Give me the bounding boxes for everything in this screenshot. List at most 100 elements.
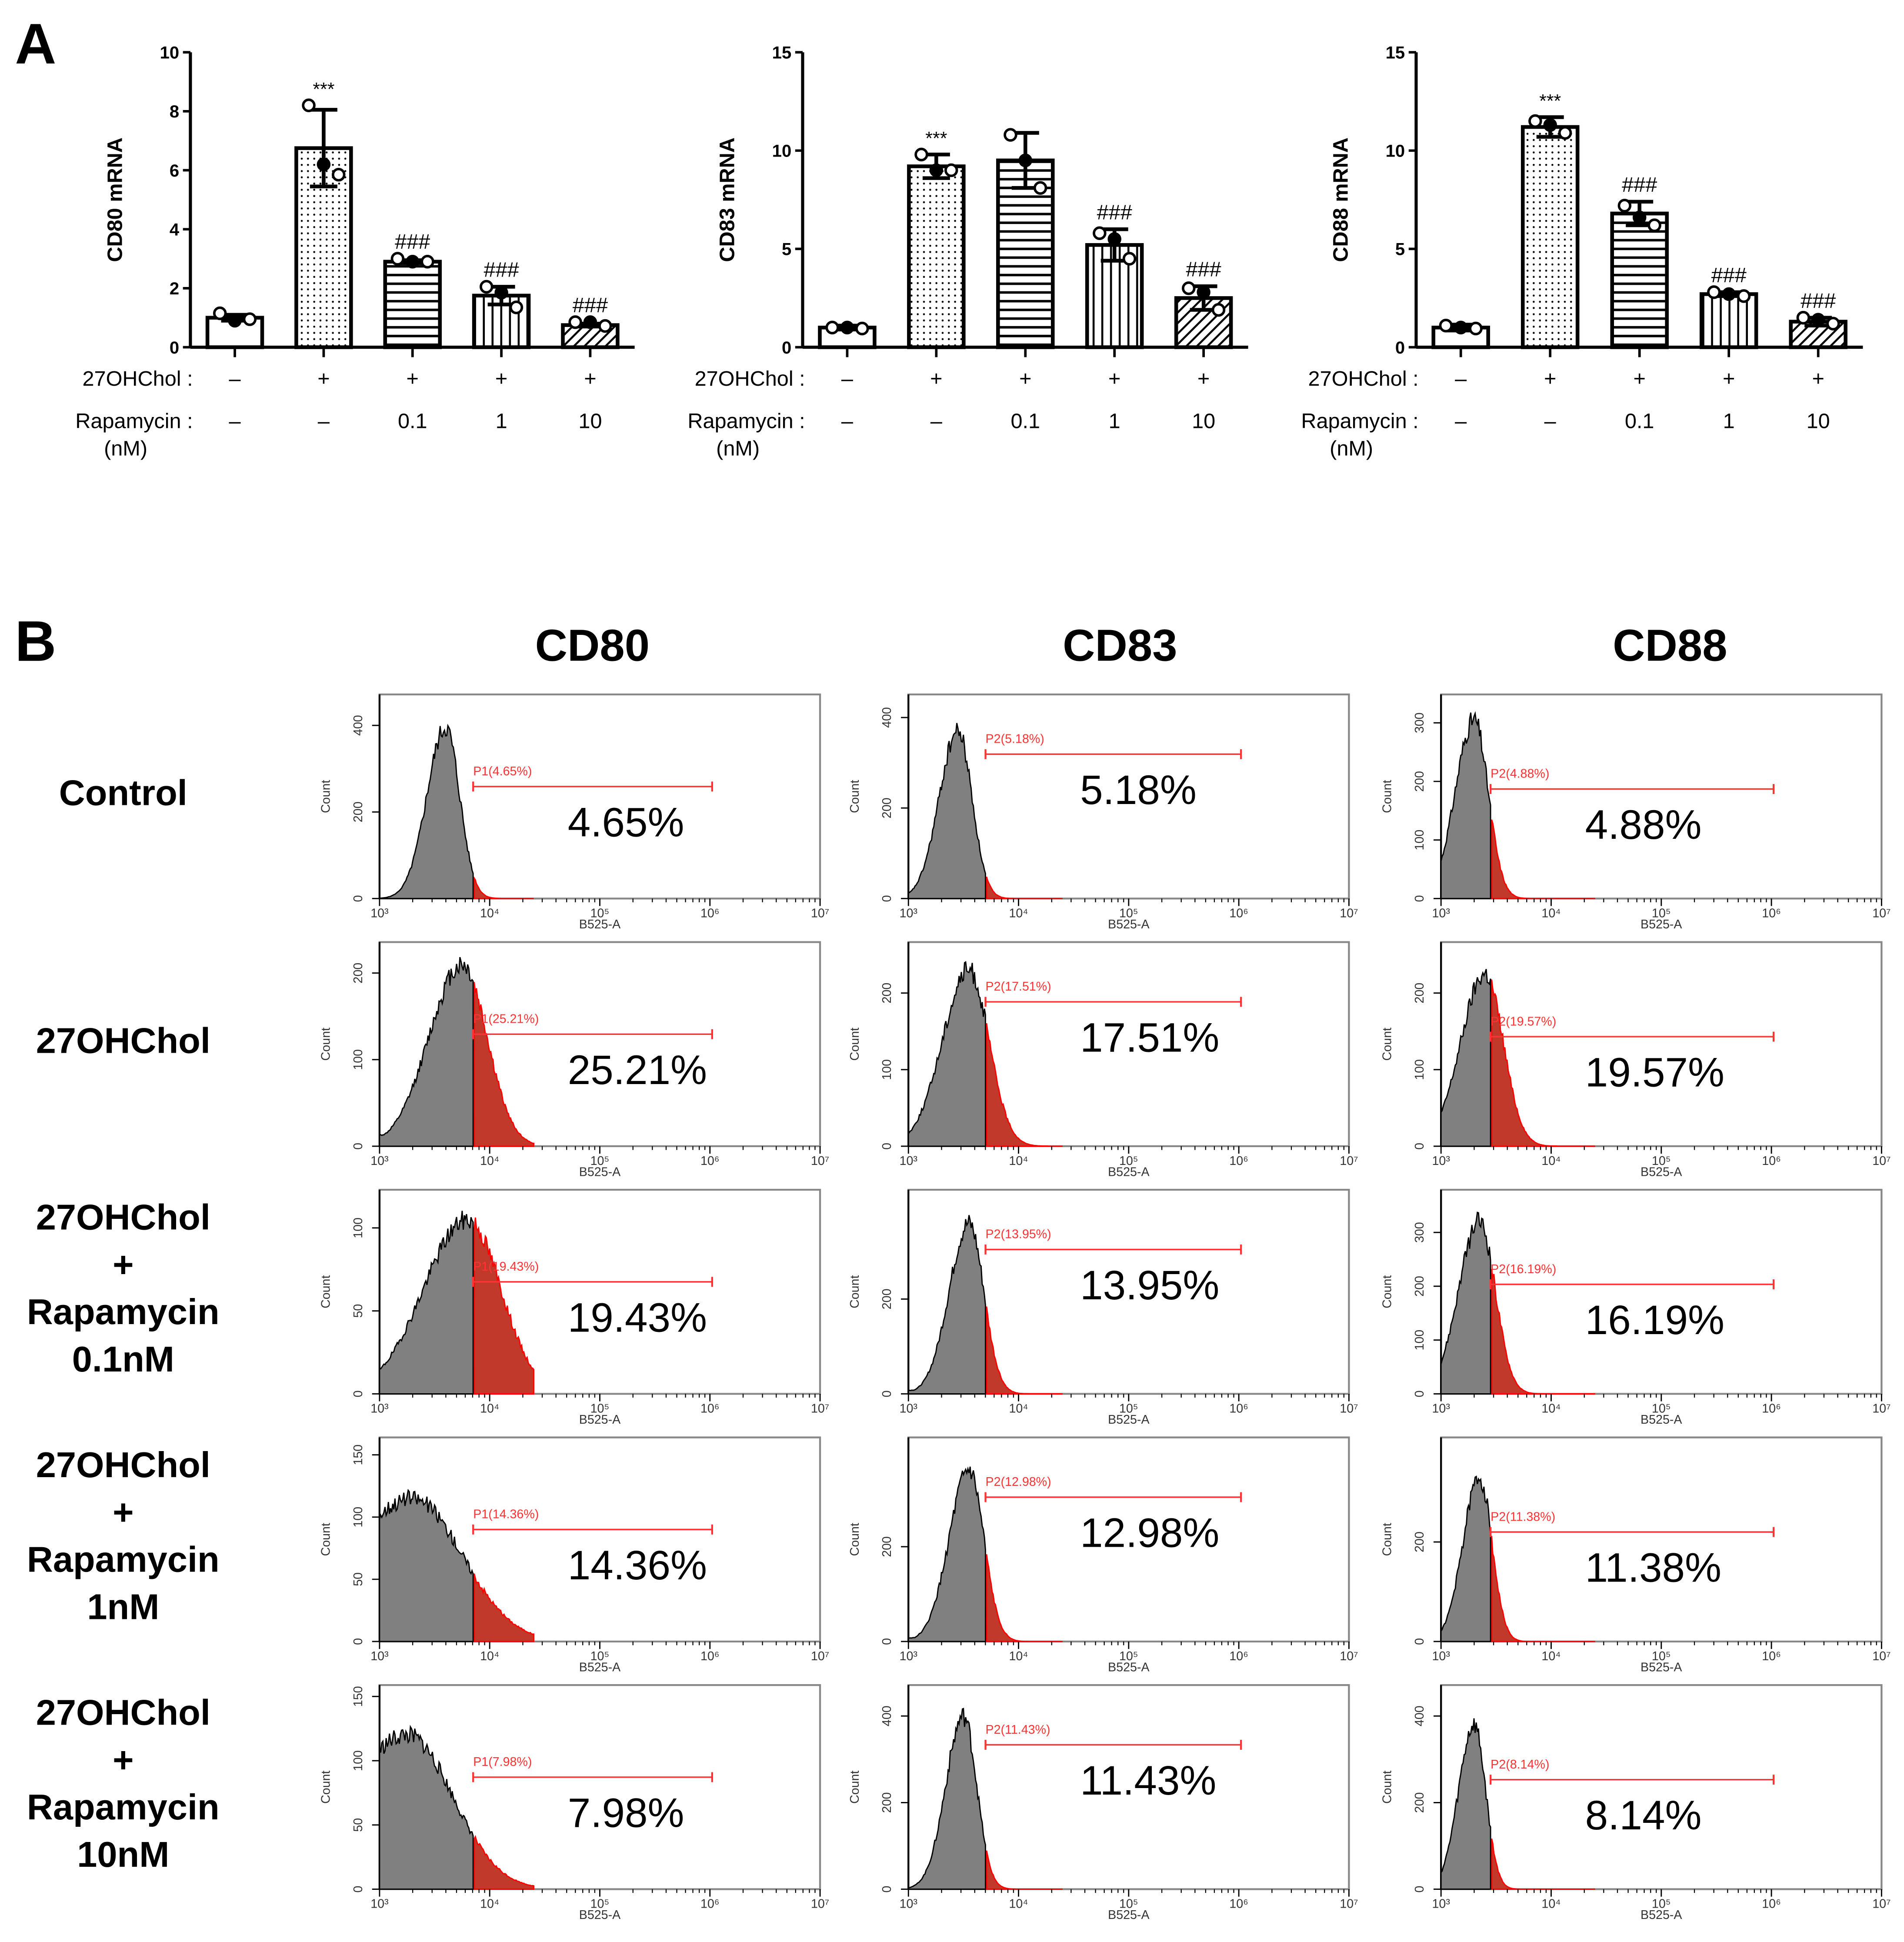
rapamycin-label: 1 [1109, 410, 1120, 433]
y-tick-label: 400 [880, 1705, 894, 1726]
positive-percentage: 19.43% [568, 1295, 707, 1341]
histogram-cd80-row2: 10³ 10⁴ 10⁵ 10⁶ 10⁷ B525-A 0 100 200 Count P1(25.2… [319, 941, 829, 1179]
row-label-treatment: 27OHChol : [1308, 367, 1419, 390]
bar [907, 164, 966, 349]
rapamycin-label: – [930, 410, 943, 433]
y-tick-label: 200 [880, 1289, 894, 1310]
row-label-line: + [113, 1741, 134, 1781]
x-tick-label: 10⁶ [700, 1154, 720, 1168]
rapamycin-label: – [1455, 410, 1467, 433]
rapamycin-label: 0.1 [1010, 410, 1040, 433]
y-tick-label: 15 [1386, 43, 1405, 63]
x-tick-label: 10³ [900, 1401, 917, 1415]
data-point [855, 321, 869, 336]
x-tick-label: 10⁷ [811, 1154, 829, 1168]
x-tick-label: 10⁴ [480, 1401, 499, 1415]
y-tick-label: 200 [1413, 983, 1427, 1004]
x-tick-label: 10⁶ [700, 906, 720, 920]
x-tick-label: 10⁷ [811, 1649, 829, 1663]
row-label-unit: (nM) [104, 437, 147, 460]
y-tick-label: 5 [782, 240, 791, 259]
y-tick-label: 200 [1413, 771, 1427, 792]
histogram-cd83-row2: 10³ 10⁴ 10⁵ 10⁶ 10⁷ B525-A 0 100 200 Count P2(17.5… [848, 941, 1358, 1179]
rapamycin-label: – [318, 410, 330, 433]
data-point [480, 280, 494, 294]
histogram-positive-area [986, 1554, 1063, 1642]
y-tick-label: 200 [1413, 1276, 1427, 1297]
histogram-positive-area [986, 1023, 1063, 1147]
positive-percentage: 7.98% [568, 1790, 684, 1836]
histogram-negative-area [379, 724, 474, 899]
x-tick-label: 10³ [1432, 1401, 1450, 1415]
x-tick-label: 10⁶ [1762, 1897, 1781, 1911]
y-tick-label: 5 [1395, 240, 1405, 259]
x-tick-label: 10⁵ [1119, 906, 1138, 920]
histogram-positive-area [986, 876, 1063, 899]
x-axis-label: B525-A [579, 1908, 621, 1922]
treatment-label: + [1108, 367, 1120, 390]
y-axis-label: Count [319, 1771, 333, 1804]
data-point [332, 167, 346, 182]
y-tick-label: 100 [1413, 1330, 1427, 1351]
data-point [929, 163, 944, 177]
y-tick-label: 0 [782, 338, 791, 357]
y-axis-label: Count [1380, 1523, 1394, 1556]
y-tick-label: 200 [1413, 1532, 1427, 1552]
x-axis-label: B525-A [1641, 1165, 1682, 1179]
data-point [583, 315, 597, 329]
data-point [568, 315, 582, 329]
row-label-rapamycin: Rapamycin : [75, 410, 193, 433]
rapamycin-label: 10 [578, 410, 602, 433]
data-point [1439, 319, 1453, 333]
significance-label: ### [573, 294, 608, 317]
bar [1610, 211, 1669, 349]
x-tick-label: 10⁵ [1652, 1401, 1671, 1415]
y-tick-label: 0 [1413, 1390, 1427, 1397]
y-tick-label: 200 [880, 983, 894, 1004]
x-tick-label: 10⁶ [700, 1897, 720, 1911]
data-point [390, 252, 405, 266]
x-tick-label: 10⁶ [1229, 1154, 1248, 1168]
significance-label: ### [1186, 257, 1221, 281]
row-label-line: Rapamycin [27, 1541, 220, 1581]
y-axis-label: Count [848, 1771, 862, 1804]
x-tick-label: 10⁶ [700, 1649, 720, 1663]
x-tick-label: 10⁴ [1541, 906, 1561, 920]
x-tick-label: 10³ [370, 1154, 388, 1168]
histogram-cd83-row4: 10³ 10⁴ 10⁵ 10⁶ 10⁷ B525-A 0 200 Count P2(12.98%)… [848, 1436, 1358, 1675]
y-axis-label: Count [1380, 1275, 1394, 1308]
histogram-cd83-row3: 10³ 10⁴ 10⁵ 10⁶ 10⁷ B525-A 0 200 Count P2(13.95%)… [848, 1188, 1358, 1427]
row-label-line: 27OHChol [36, 1198, 210, 1238]
y-tick-label: 200 [880, 1792, 894, 1813]
y-tick-label: 0 [170, 338, 179, 357]
bar [1699, 292, 1758, 349]
row-label-unit: (nM) [716, 437, 760, 460]
y-tick-label: 300 [1413, 712, 1427, 733]
histogram-positive-area [1491, 1535, 1595, 1642]
y-axis-label: Count [848, 1523, 862, 1556]
y-tick-label: 0 [880, 1143, 894, 1150]
x-tick-label: 10⁴ [1009, 1649, 1028, 1663]
gate-label: P1(25.21%) [473, 1012, 539, 1026]
histogram-cd83-row5: 10³ 10⁴ 10⁵ 10⁶ 10⁷ B525-A 0 200 400 Count P2(11.4… [848, 1684, 1358, 1922]
rapamycin-label: – [1544, 410, 1557, 433]
x-tick-label: 10⁷ [1340, 1154, 1358, 1168]
data-point [1617, 199, 1632, 213]
data-point [1528, 114, 1542, 128]
gate-label: P1(14.36%) [473, 1508, 539, 1522]
positive-percentage: 14.36% [568, 1543, 707, 1588]
x-axis-label: B525-A [579, 1413, 621, 1427]
row-label: 27OHChol [0, 1018, 248, 1065]
histogram-cd80-row1: 10³ 10⁴ 10⁵ 10⁶ 10⁷ B525-A 0 200 400 Count P1(4.65… [319, 693, 829, 931]
plot-frame [1440, 1684, 1883, 1890]
panel-a-label: A [15, 11, 57, 76]
y-axis-label: CD88 mRNA [1329, 137, 1353, 262]
data-point [1004, 128, 1017, 142]
x-axis-label: B525-A [1108, 1908, 1150, 1922]
x-tick-label: 10⁴ [1541, 1649, 1561, 1663]
treatment-label: + [1812, 367, 1824, 390]
treatment-label: + [930, 367, 942, 390]
x-tick-label: 10⁴ [1009, 1401, 1028, 1415]
y-tick-label: 400 [1413, 1705, 1427, 1726]
treatment-label: + [1197, 367, 1210, 390]
